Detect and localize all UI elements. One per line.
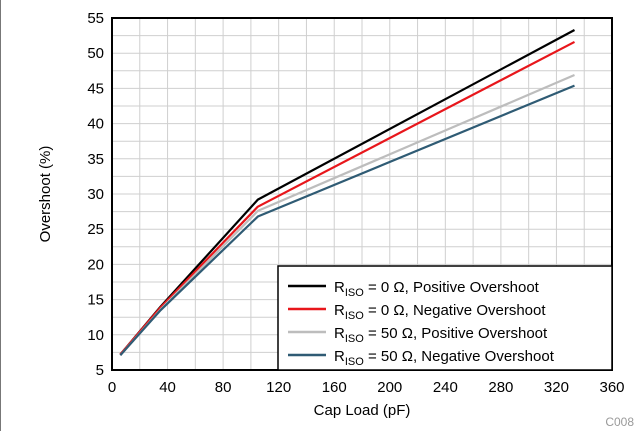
legend-box: [277, 265, 613, 371]
x-tick-label: 0: [108, 379, 116, 396]
y-axis-title: Overshoot (%): [37, 146, 54, 243]
legend-label-3: RISO = 50 Ω, Positive Overshoot: [334, 325, 548, 345]
figure-frame-edge: [0, 0, 1, 431]
x-tick-label: 240: [433, 379, 458, 396]
y-tick-label: 25: [87, 221, 104, 238]
legend-label-1: RISO = 0 Ω, Positive Overshoot: [334, 279, 540, 299]
y-tick-label: 15: [87, 292, 104, 309]
series-line-4: [119, 84, 575, 356]
y-tick-label: 10: [87, 327, 104, 344]
y-tick-label: 5: [96, 362, 104, 379]
x-axis-title: Cap Load (pF): [314, 402, 411, 419]
y-tick-label: 50: [87, 45, 104, 62]
series-lines: [119, 28, 576, 356]
y-tick-label: 40: [87, 116, 104, 133]
legend: RISO = 0 Ω, Positive Overshoot RISO = 0 Ω…: [277, 265, 613, 371]
x-tick-label: 120: [266, 379, 291, 396]
y-tick-label: 55: [87, 10, 104, 27]
x-tick-label: 280: [488, 379, 513, 396]
x-tick-label: 320: [544, 379, 569, 396]
tick-labels: 0 40 80 120 160 200 240 280 320 360 5 10 15 20 25 30 35 4…: [87, 10, 624, 396]
figure-code: C008: [605, 415, 634, 429]
legend-label-4: RISO = 50 Ω, Negative Overshoot: [334, 348, 555, 368]
x-tick-label: 40: [159, 379, 176, 396]
x-tick-label: 200: [377, 379, 402, 396]
y-tick-label: 35: [87, 151, 104, 168]
y-tick-label: 45: [87, 80, 104, 97]
y-tick-label: 20: [87, 256, 104, 273]
legend-label-2: RISO = 0 Ω, Negative Overshoot: [334, 302, 546, 322]
y-tick-label: 30: [87, 186, 104, 203]
x-tick-label: 160: [322, 379, 347, 396]
x-tick-label: 80: [215, 379, 232, 396]
x-tick-label: 360: [599, 379, 624, 396]
